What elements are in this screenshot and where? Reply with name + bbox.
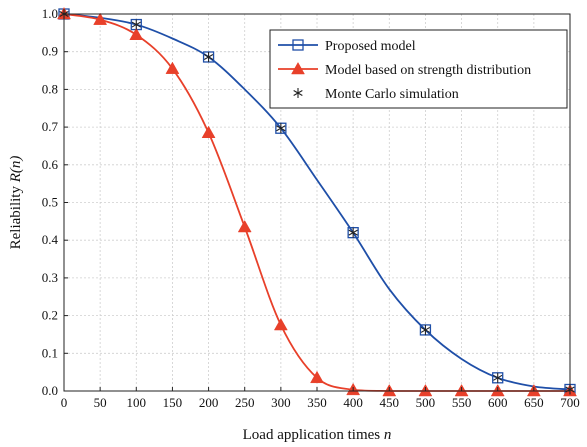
- data-point-filled-triangle: [165, 61, 180, 74]
- x-tick-label: 500: [416, 395, 436, 410]
- legend-item-proposed-model: Proposed model: [278, 39, 416, 54]
- y-tick-label: 0.4: [42, 232, 59, 247]
- y-tick-label: 0.2: [42, 308, 58, 323]
- data-point-filled-triangle: [310, 370, 324, 384]
- y-tick-label: 0.9: [42, 44, 58, 59]
- legend-marker-asterisk: [293, 88, 303, 98]
- asterisk-stroke: [348, 229, 358, 236]
- data-point-asterisk: [493, 372, 503, 383]
- legend: Proposed model Model based on strength d…: [269, 29, 568, 109]
- y-axis-label: Reliability: [8, 186, 24, 250]
- y-tick-label: 0.3: [42, 270, 58, 285]
- legend-marker-shape: [291, 61, 305, 75]
- tick-layer: 0 50 100 150 200 250 300 350 400 450 500 550 600 650 7…: [42, 6, 580, 410]
- data-point-asterisk: [348, 227, 358, 238]
- y-tick-label: 1.0: [42, 6, 58, 21]
- data-point-asterisk: [276, 123, 286, 134]
- data-point-filled-triangle: [237, 219, 252, 233]
- y-tick-label: 0.6: [42, 157, 59, 172]
- x-axis-label: Load application times: [243, 427, 381, 443]
- x-tick-label: 250: [235, 395, 255, 410]
- x-tick-label: 700: [560, 395, 580, 410]
- y-tick-label: 0.5: [42, 195, 58, 210]
- asterisk-stroke: [293, 90, 303, 96]
- legend-marker-filled-triangle: [291, 61, 305, 75]
- y-axis-title: Reliability R(n): [8, 156, 24, 250]
- legend-item-monte-carlo: Monte Carlo simulation: [293, 87, 459, 102]
- asterisk-stroke: [276, 125, 286, 132]
- x-tick-label: 550: [452, 395, 472, 410]
- x-tick-label: 50: [94, 395, 107, 410]
- x-tick-label: 200: [199, 395, 219, 410]
- legend-item-strength-distribution: Model based on strength distribution: [278, 61, 531, 78]
- legend-label-proposed-model: Proposed model: [325, 39, 416, 54]
- series-line-0: [63, 13, 571, 391]
- legend-label-monte-carlo: Monte Carlo simulation: [325, 87, 459, 102]
- y-tick-label: 0.7: [42, 119, 59, 134]
- x-tick-label: 650: [524, 395, 544, 410]
- x-tick-label: 600: [488, 395, 508, 410]
- data-point-asterisk: [131, 19, 141, 30]
- x-tick-label: 0: [61, 395, 68, 410]
- y-tick-label: 0.0: [42, 383, 58, 398]
- x-tick-label: 350: [307, 395, 327, 410]
- data-point-filled-triangle: [273, 318, 288, 331]
- legend-box: [269, 29, 568, 109]
- asterisk-stroke: [420, 326, 431, 333]
- legend-marker-shape: [293, 88, 303, 98]
- data-point-filled-triangle: [201, 125, 216, 139]
- asterisk-stroke: [203, 54, 214, 60]
- x-axis-variable: n: [384, 427, 392, 443]
- x-tick-label: 100: [127, 395, 147, 410]
- y-tick-label: 0.8: [42, 81, 58, 96]
- asterisk-stroke: [131, 21, 141, 28]
- y-axis-variable: R(n): [8, 156, 24, 184]
- x-tick-label: 150: [163, 395, 183, 410]
- legend-label-strength-distribution: Model based on strength distribution: [325, 63, 531, 78]
- x-tick-label: 400: [343, 395, 363, 410]
- marker-layer: [57, 6, 577, 397]
- data-point-filled-triangle: [93, 12, 108, 25]
- data-point-filled-triangle: [129, 27, 144, 40]
- x-tick-label: 300: [271, 395, 291, 410]
- legend-marker-open-square: [292, 39, 304, 51]
- legend-marker-shape: [292, 39, 304, 51]
- asterisk-stroke: [493, 374, 503, 381]
- data-point-asterisk: [420, 324, 431, 335]
- x-tick-label: 450: [380, 395, 400, 410]
- x-axis-title: Load application times n: [243, 427, 392, 443]
- data-point-asterisk: [203, 51, 214, 62]
- y-tick-label: 0.1: [42, 345, 58, 360]
